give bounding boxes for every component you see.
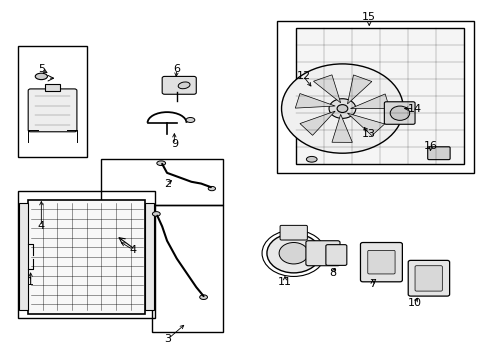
FancyBboxPatch shape <box>326 245 347 265</box>
Text: 7: 7 <box>369 279 376 289</box>
Text: 10: 10 <box>408 298 421 308</box>
FancyBboxPatch shape <box>428 147 450 159</box>
Bar <box>20 203 28 310</box>
Circle shape <box>337 105 348 112</box>
Polygon shape <box>347 75 372 104</box>
Text: 15: 15 <box>362 13 376 22</box>
Bar <box>145 203 154 310</box>
Text: 14: 14 <box>408 104 421 113</box>
Text: 12: 12 <box>296 71 311 81</box>
FancyBboxPatch shape <box>408 260 450 296</box>
Polygon shape <box>347 113 385 136</box>
FancyBboxPatch shape <box>162 76 196 94</box>
Text: 8: 8 <box>329 268 336 278</box>
Text: 11: 11 <box>278 277 292 287</box>
Text: 4: 4 <box>129 245 137 255</box>
Circle shape <box>329 99 356 118</box>
Polygon shape <box>295 94 335 108</box>
Polygon shape <box>314 75 341 103</box>
Text: 5: 5 <box>38 64 45 74</box>
Text: 4: 4 <box>38 221 45 231</box>
Circle shape <box>282 64 403 153</box>
Circle shape <box>390 106 410 120</box>
Polygon shape <box>300 111 335 135</box>
Bar <box>19 191 155 318</box>
FancyBboxPatch shape <box>28 89 77 132</box>
FancyBboxPatch shape <box>306 241 340 266</box>
Polygon shape <box>332 114 352 142</box>
Text: 13: 13 <box>362 129 376 139</box>
FancyBboxPatch shape <box>368 250 395 274</box>
Ellipse shape <box>186 117 195 122</box>
FancyBboxPatch shape <box>280 225 307 240</box>
FancyBboxPatch shape <box>384 102 415 124</box>
Text: 2: 2 <box>165 179 172 189</box>
Text: 16: 16 <box>424 141 438 151</box>
Ellipse shape <box>306 157 317 162</box>
Polygon shape <box>350 94 390 109</box>
Bar <box>28 200 145 314</box>
Bar <box>19 46 87 157</box>
Ellipse shape <box>200 295 207 300</box>
Bar <box>296 28 464 164</box>
Ellipse shape <box>178 82 190 89</box>
Circle shape <box>279 243 308 264</box>
Ellipse shape <box>35 73 48 80</box>
Circle shape <box>267 234 320 273</box>
Bar <box>277 21 474 173</box>
Ellipse shape <box>208 186 216 191</box>
FancyBboxPatch shape <box>415 266 442 291</box>
Text: 6: 6 <box>173 64 180 74</box>
Text: 9: 9 <box>171 139 178 149</box>
Ellipse shape <box>152 212 160 216</box>
Bar <box>152 205 223 332</box>
Text: 1: 1 <box>27 277 34 287</box>
Text: 3: 3 <box>165 334 172 344</box>
FancyBboxPatch shape <box>361 243 402 282</box>
Ellipse shape <box>157 161 166 166</box>
Bar <box>45 84 60 91</box>
Bar <box>101 158 223 205</box>
